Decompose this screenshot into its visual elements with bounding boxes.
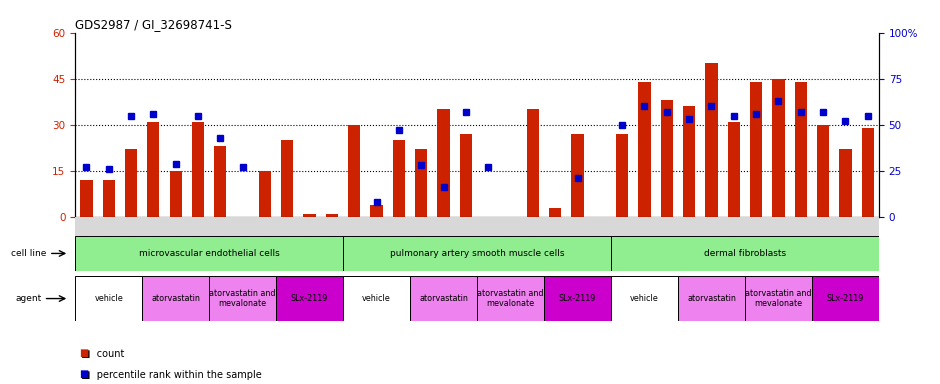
Text: atorvastatin and
mevalonate: atorvastatin and mevalonate bbox=[210, 289, 275, 308]
Bar bbox=[478, 276, 544, 321]
Bar bbox=[281, 140, 293, 217]
Text: atorvastatin: atorvastatin bbox=[151, 294, 200, 303]
Bar bbox=[744, 276, 812, 321]
Bar bbox=[370, 205, 383, 217]
Bar bbox=[549, 208, 561, 217]
Bar bbox=[728, 122, 740, 217]
Bar bbox=[817, 125, 829, 217]
Bar bbox=[611, 236, 879, 271]
Text: agent: agent bbox=[15, 294, 41, 303]
Bar bbox=[80, 180, 92, 217]
Bar bbox=[214, 146, 227, 217]
Bar bbox=[526, 109, 539, 217]
Bar bbox=[209, 276, 276, 321]
Bar bbox=[773, 79, 785, 217]
Bar bbox=[678, 276, 744, 321]
Bar bbox=[326, 214, 338, 217]
Bar bbox=[572, 134, 584, 217]
Bar bbox=[75, 236, 343, 271]
Bar bbox=[460, 134, 472, 217]
Bar bbox=[258, 171, 271, 217]
Bar bbox=[343, 276, 410, 321]
Bar bbox=[839, 149, 852, 217]
Text: SLx-2119: SLx-2119 bbox=[290, 294, 328, 303]
Bar bbox=[169, 171, 181, 217]
Text: cell line: cell line bbox=[11, 249, 47, 258]
Bar bbox=[348, 125, 360, 217]
Text: vehicle: vehicle bbox=[362, 294, 391, 303]
Text: ■: ■ bbox=[79, 348, 88, 358]
Text: ■  count: ■ count bbox=[75, 349, 125, 359]
Text: ■: ■ bbox=[79, 369, 88, 379]
Text: atorvastatin and
mevalonate: atorvastatin and mevalonate bbox=[745, 289, 811, 308]
Bar bbox=[148, 122, 160, 217]
Text: atorvastatin: atorvastatin bbox=[419, 294, 468, 303]
Bar bbox=[102, 180, 115, 217]
Bar bbox=[437, 109, 449, 217]
Bar bbox=[410, 276, 477, 321]
Text: dermal fibroblasts: dermal fibroblasts bbox=[704, 249, 786, 258]
Text: microvascular endothelial cells: microvascular endothelial cells bbox=[139, 249, 279, 258]
Text: GDS2987 / GI_32698741-S: GDS2987 / GI_32698741-S bbox=[75, 18, 232, 31]
Text: vehicle: vehicle bbox=[94, 294, 123, 303]
Bar bbox=[125, 149, 137, 217]
Bar bbox=[683, 106, 696, 217]
Bar bbox=[661, 100, 673, 217]
Bar bbox=[616, 134, 628, 217]
Bar bbox=[750, 82, 762, 217]
Bar bbox=[343, 236, 611, 271]
Bar bbox=[393, 140, 405, 217]
Text: SLx-2119: SLx-2119 bbox=[826, 294, 864, 303]
Text: ■  percentile rank within the sample: ■ percentile rank within the sample bbox=[75, 370, 262, 380]
Bar bbox=[705, 63, 717, 217]
Bar bbox=[75, 276, 142, 321]
Bar bbox=[415, 149, 428, 217]
Bar bbox=[142, 276, 209, 321]
Bar bbox=[794, 82, 807, 217]
Text: atorvastatin and
mevalonate: atorvastatin and mevalonate bbox=[478, 289, 543, 308]
Bar bbox=[812, 276, 879, 321]
Bar bbox=[862, 128, 874, 217]
Bar bbox=[611, 276, 678, 321]
Bar bbox=[638, 82, 650, 217]
Bar bbox=[544, 276, 611, 321]
Text: vehicle: vehicle bbox=[630, 294, 659, 303]
Text: SLx-2119: SLx-2119 bbox=[558, 294, 596, 303]
Text: pulmonary artery smooth muscle cells: pulmonary artery smooth muscle cells bbox=[390, 249, 564, 258]
Bar bbox=[304, 214, 316, 217]
Text: atorvastatin: atorvastatin bbox=[687, 294, 736, 303]
Bar bbox=[276, 276, 343, 321]
Bar bbox=[192, 122, 204, 217]
